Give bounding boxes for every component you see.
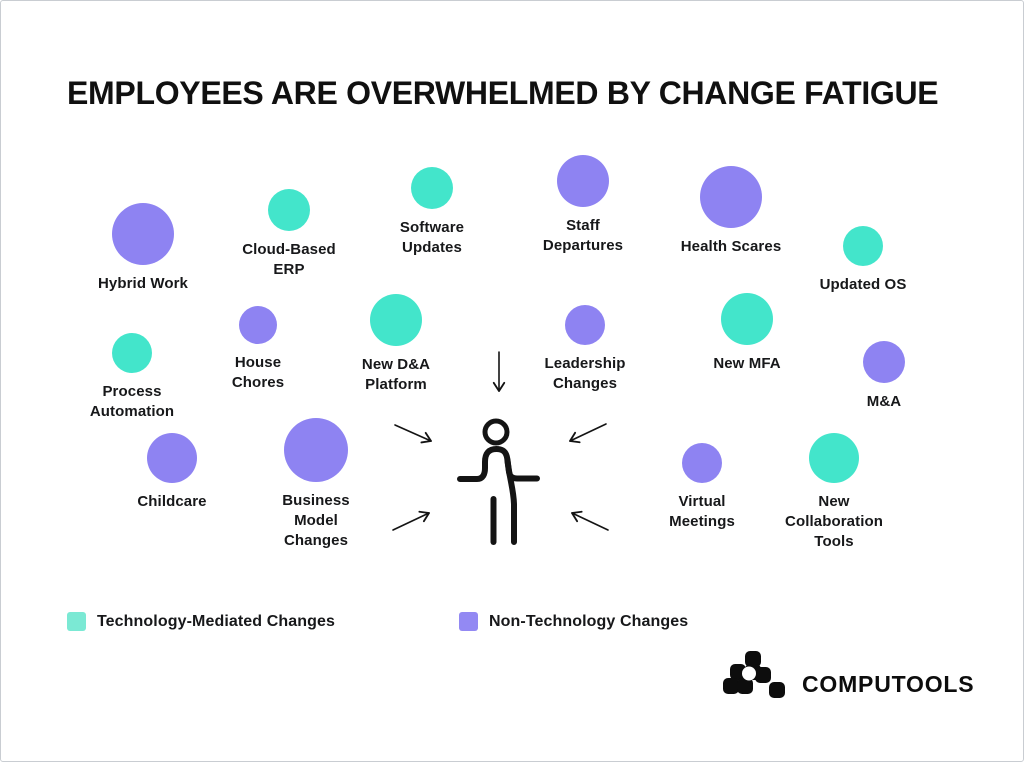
change-bubble-staff-departures: Staff Departures [508, 155, 658, 256]
legend-label-non-technology: Non-Technology Changes [488, 612, 689, 630]
bubble-label-house-chores: House Chores [231, 354, 285, 391]
bubble-label-health-scares: Health Scares [680, 238, 782, 255]
computools-logo-icon [723, 651, 785, 698]
change-bubble-house-chores: House Chores [183, 306, 333, 393]
bubble-circle-house-chores [239, 306, 277, 344]
bubble-label-cloud-based-erp: Cloud-Based ERP [242, 241, 336, 278]
change-bubble-software-updates: Software Updates [357, 167, 507, 258]
change-bubble-hybrid-work: Hybrid Work [68, 203, 218, 294]
bubble-label-process-automation: Process Automation [89, 383, 175, 420]
page-title: EMPLOYEES ARE OVERWHELMED BY CHANGE FATI… [67, 75, 939, 111]
bubble-circle-leadership-changes [565, 305, 605, 345]
change-bubble-new-da-platform: New D&A Platform [321, 294, 471, 395]
bubble-label-new-da-platform: New D&A Platform [361, 356, 431, 393]
bubble-circle-business-model-changes [284, 418, 348, 482]
bubble-circle-m-and-a [863, 341, 905, 383]
bubble-circle-new-da-platform [370, 294, 422, 346]
bubble-label-business-model-changes: Business Model Changes [282, 492, 350, 549]
bubble-circle-health-scares [700, 166, 762, 228]
bubble-label-hybrid-work: Hybrid Work [97, 275, 188, 292]
bubble-label-leadership-changes: Leadership Changes [544, 355, 626, 392]
computools-logo-text: COMPUTOOLS [802, 671, 975, 697]
bubble-label-virtual-meetings: Virtual Meetings [669, 493, 735, 530]
change-bubble-business-model-changes: Business Model Changes [241, 418, 391, 551]
change-bubble-health-scares: Health Scares [656, 166, 806, 257]
change-bubble-new-mfa: New MFA [672, 293, 822, 374]
bubble-label-updated-os: Updated OS [819, 276, 907, 293]
legend-swatch-non-technology [458, 612, 478, 631]
bubble-label-software-updates: Software Updates [399, 219, 465, 256]
bubble-label-staff-departures: Staff Departures [542, 217, 624, 254]
computools-logo: COMPUTOOLS [722, 650, 974, 700]
bubble-circle-software-updates [411, 167, 453, 209]
legend: Technology-Mediated Changes Non-Technolo… [67, 612, 688, 631]
bubble-circle-updated-os [843, 226, 883, 266]
bubble-label-new-collaboration-tools: New Collaboration Tools [785, 493, 883, 550]
bubble-label-m-and-a: M&A [866, 393, 902, 410]
change-bubble-childcare: Childcare [97, 433, 247, 512]
change-bubble-leadership-changes: Leadership Changes [510, 305, 660, 394]
change-bubble-process-automation: Process Automation [57, 333, 207, 422]
change-bubble-new-collaboration-tools: New Collaboration Tools [759, 433, 909, 552]
legend-item-non-technology: Non-Technology Changes [458, 612, 689, 631]
legend-item-technology: Technology-Mediated Changes [67, 612, 335, 631]
change-bubble-cloud-based-erp: Cloud-Based ERP [214, 189, 364, 280]
bubble-circle-cloud-based-erp [268, 189, 310, 231]
bubble-circle-new-mfa [721, 293, 773, 345]
bubble-circle-new-collaboration-tools [809, 433, 859, 483]
bubble-circle-staff-departures [557, 155, 609, 207]
change-bubble-virtual-meetings: Virtual Meetings [627, 443, 777, 532]
legend-label-technology: Technology-Mediated Changes [97, 612, 335, 630]
bubble-circle-hybrid-work [112, 203, 174, 265]
bubble-circle-process-automation [112, 333, 152, 373]
change-bubble-m-and-a: M&A [809, 341, 959, 412]
bubble-circle-virtual-meetings [682, 443, 722, 483]
bubble-label-childcare: Childcare [137, 493, 207, 510]
change-bubble-updated-os: Updated OS [788, 226, 938, 295]
bubble-label-new-mfa: New MFA [713, 355, 781, 372]
legend-swatch-technology [67, 612, 86, 631]
bubble-circle-childcare [147, 433, 197, 483]
